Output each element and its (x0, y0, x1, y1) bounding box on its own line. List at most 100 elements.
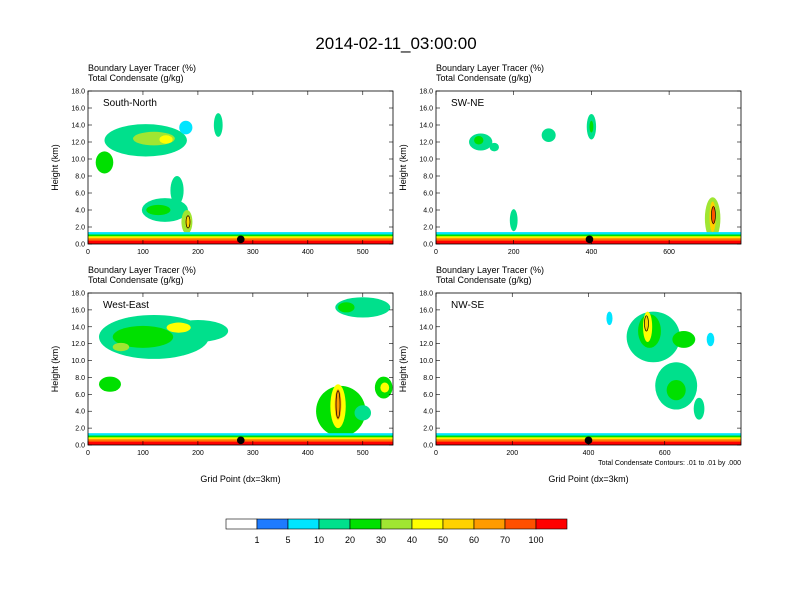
y-tick-label: 10.0 (419, 358, 433, 365)
colorbar-swatch (225, 518, 258, 530)
figure-title: 2014-02-11_03:00:00 (315, 34, 476, 53)
colorbar-swatch (349, 518, 382, 530)
colorbar-swatch (442, 518, 475, 530)
plot-frame (435, 90, 742, 245)
y-tick-label: 4.0 (75, 409, 85, 416)
x-tick-label: 200 (506, 450, 518, 457)
contour-note: Total Condensate Contours: .01 to .01 by… (598, 460, 741, 467)
shaded-cell (159, 135, 173, 144)
x-tick-label: 300 (247, 249, 259, 256)
location-marker (236, 235, 245, 244)
y-axis-label: Height (km) (398, 144, 408, 191)
shaded-cell (672, 331, 696, 348)
x-tick-label: 100 (137, 249, 149, 256)
y-tick-label: 4.0 (75, 208, 85, 215)
y-tick-label: 12.0 (419, 140, 433, 147)
panel-label: South-North (103, 98, 157, 109)
x-tick-label: 100 (137, 450, 149, 457)
location-marker (585, 235, 594, 244)
y-tick-label: 6.0 (423, 191, 433, 198)
colorbar-swatch (411, 518, 444, 530)
colorbar-swatch (504, 518, 537, 530)
plot-area (88, 91, 393, 244)
panel-subtitle-tracer: Boundary Layer Tracer (%) (88, 63, 196, 73)
plot-area (436, 91, 741, 244)
shaded-cell (380, 382, 390, 393)
y-tick-label: 12.0 (71, 140, 85, 147)
y-tick-label: 14.0 (71, 324, 85, 331)
x-tick-label: 400 (302, 450, 314, 457)
x-tick-label: 200 (192, 249, 204, 256)
y-tick-label: 0.0 (75, 242, 85, 249)
panel-label: NW-SE (451, 300, 484, 311)
shaded-cell (693, 397, 705, 420)
colorbar-label: 30 (376, 535, 386, 545)
shaded-cell (338, 302, 355, 313)
y-tick-label: 4.0 (423, 409, 433, 416)
plot-frame (87, 292, 394, 446)
shaded-cell (706, 332, 715, 347)
colorbar: 1 5 10 20 30 40 50 60 70 100 (225, 518, 568, 545)
y-tick-label: 8.0 (423, 375, 433, 382)
y-tick-label: 0.0 (423, 443, 433, 450)
y-tick-label: 18.0 (419, 89, 433, 96)
y-tick-label: 14.0 (419, 123, 433, 130)
x-axis-label: Grid Point (dx=3km) (200, 474, 280, 484)
y-tick-label: 6.0 (75, 392, 85, 399)
y-tick-label: 6.0 (423, 392, 433, 399)
x-tick-label: 500 (357, 450, 369, 457)
y-tick-label: 10.0 (71, 358, 85, 365)
condensate-contour (335, 390, 341, 419)
colorbar-label: 10 (314, 535, 324, 545)
y-tick-label: 2.0 (423, 225, 433, 232)
shaded-cell (474, 136, 484, 145)
shaded-cell (711, 205, 715, 225)
y-axis-label: Height (km) (398, 346, 408, 393)
x-tick-label: 0 (86, 450, 90, 457)
y-tick-label: 2.0 (75, 225, 85, 232)
shaded-cell (213, 113, 223, 137)
location-marker (584, 436, 593, 445)
shaded-cell (666, 379, 686, 401)
condensate-contour (711, 206, 716, 224)
shaded-cell (489, 142, 499, 152)
y-tick-label: 2.0 (75, 426, 85, 433)
x-axis-label: Grid Point (dx=3km) (548, 474, 628, 484)
y-tick-label: 18.0 (71, 89, 85, 96)
colorbar-label: 70 (500, 535, 510, 545)
x-tick-label: 200 (192, 450, 204, 457)
plot-area (436, 293, 741, 445)
shaded-cell (112, 325, 174, 348)
shaded-cell (185, 215, 191, 229)
y-tick-label: 14.0 (71, 123, 85, 130)
shaded-cell (146, 204, 171, 216)
colorbar-label: 5 (285, 535, 290, 545)
y-tick-label: 12.0 (71, 341, 85, 348)
shaded-cell (98, 376, 121, 392)
x-tick-label: 400 (583, 450, 595, 457)
shaded-cell (354, 405, 372, 421)
panel-nw-se: Boundary Layer Tracer (%)Total Condensat… (398, 265, 742, 484)
colorbar-swatch (287, 518, 320, 530)
shaded-cell (541, 128, 556, 142)
x-tick-label: 0 (434, 249, 438, 256)
y-tick-label: 0.0 (423, 242, 433, 249)
x-tick-label: 400 (586, 249, 598, 256)
plot-frame (87, 90, 394, 245)
panel-sw-ne: Boundary Layer Tracer (%)Total Condensat… (398, 63, 742, 256)
colorbar-swatch (380, 518, 413, 530)
panel-subtitle-condensate: Total Condensate (g/kg) (88, 73, 184, 83)
x-tick-label: 600 (663, 249, 675, 256)
y-tick-label: 18.0 (419, 291, 433, 298)
y-tick-label: 6.0 (75, 191, 85, 198)
y-tick-label: 10.0 (71, 157, 85, 164)
condensate-contour (185, 215, 191, 229)
panel-south-north: Boundary Layer Tracer (%)Total Condensat… (50, 63, 394, 256)
y-tick-label: 18.0 (71, 291, 85, 298)
shaded-cell (112, 342, 130, 352)
shaded-cell (644, 314, 649, 332)
y-tick-label: 16.0 (71, 106, 85, 113)
colorbar-label: 100 (528, 535, 543, 545)
x-tick-label: 500 (357, 249, 369, 256)
